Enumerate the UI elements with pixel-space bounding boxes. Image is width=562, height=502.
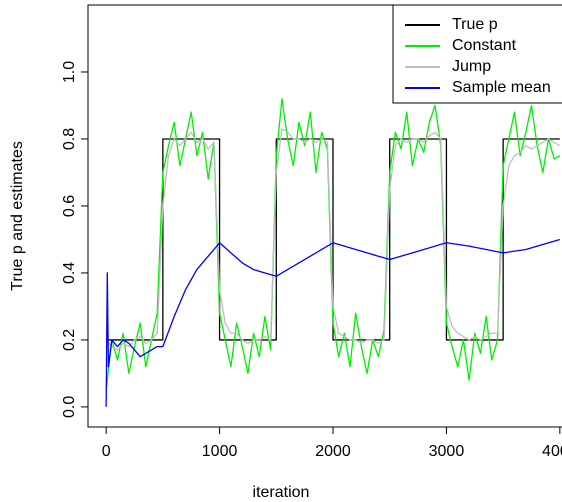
y-tick-label: 0.2 (61, 329, 78, 351)
x-tick-label: 3000 (429, 443, 465, 460)
y-tick-label: 0.6 (61, 195, 78, 217)
y-tick-label: 0.0 (61, 396, 78, 418)
plot-area (105, 98, 561, 407)
legend-label: Jump (452, 58, 491, 75)
legend: True p Constant Jump Sample mean (392, 4, 562, 104)
x-tick-label: 4000 (542, 443, 562, 460)
series-line (106, 138, 560, 341)
y-axis-title: True p and estimates (9, 141, 26, 291)
legend-label: Constant (452, 37, 517, 54)
y-tick-label: 0.8 (61, 128, 78, 150)
series-line (105, 238, 561, 407)
series-line (105, 128, 561, 351)
x-axis-title: iteration (253, 484, 310, 501)
legend-label: True p (452, 16, 498, 33)
legend-box (392, 4, 562, 104)
y-tick-label: 1.0 (61, 61, 78, 83)
y-tick-label: 0.4 (61, 262, 78, 284)
series-line (105, 98, 561, 391)
x-tick-label: 2000 (315, 443, 351, 460)
x-tick-label: 1000 (202, 443, 238, 460)
x-tick-label: 0 (102, 443, 111, 460)
legend-label: Sample mean (452, 79, 551, 96)
